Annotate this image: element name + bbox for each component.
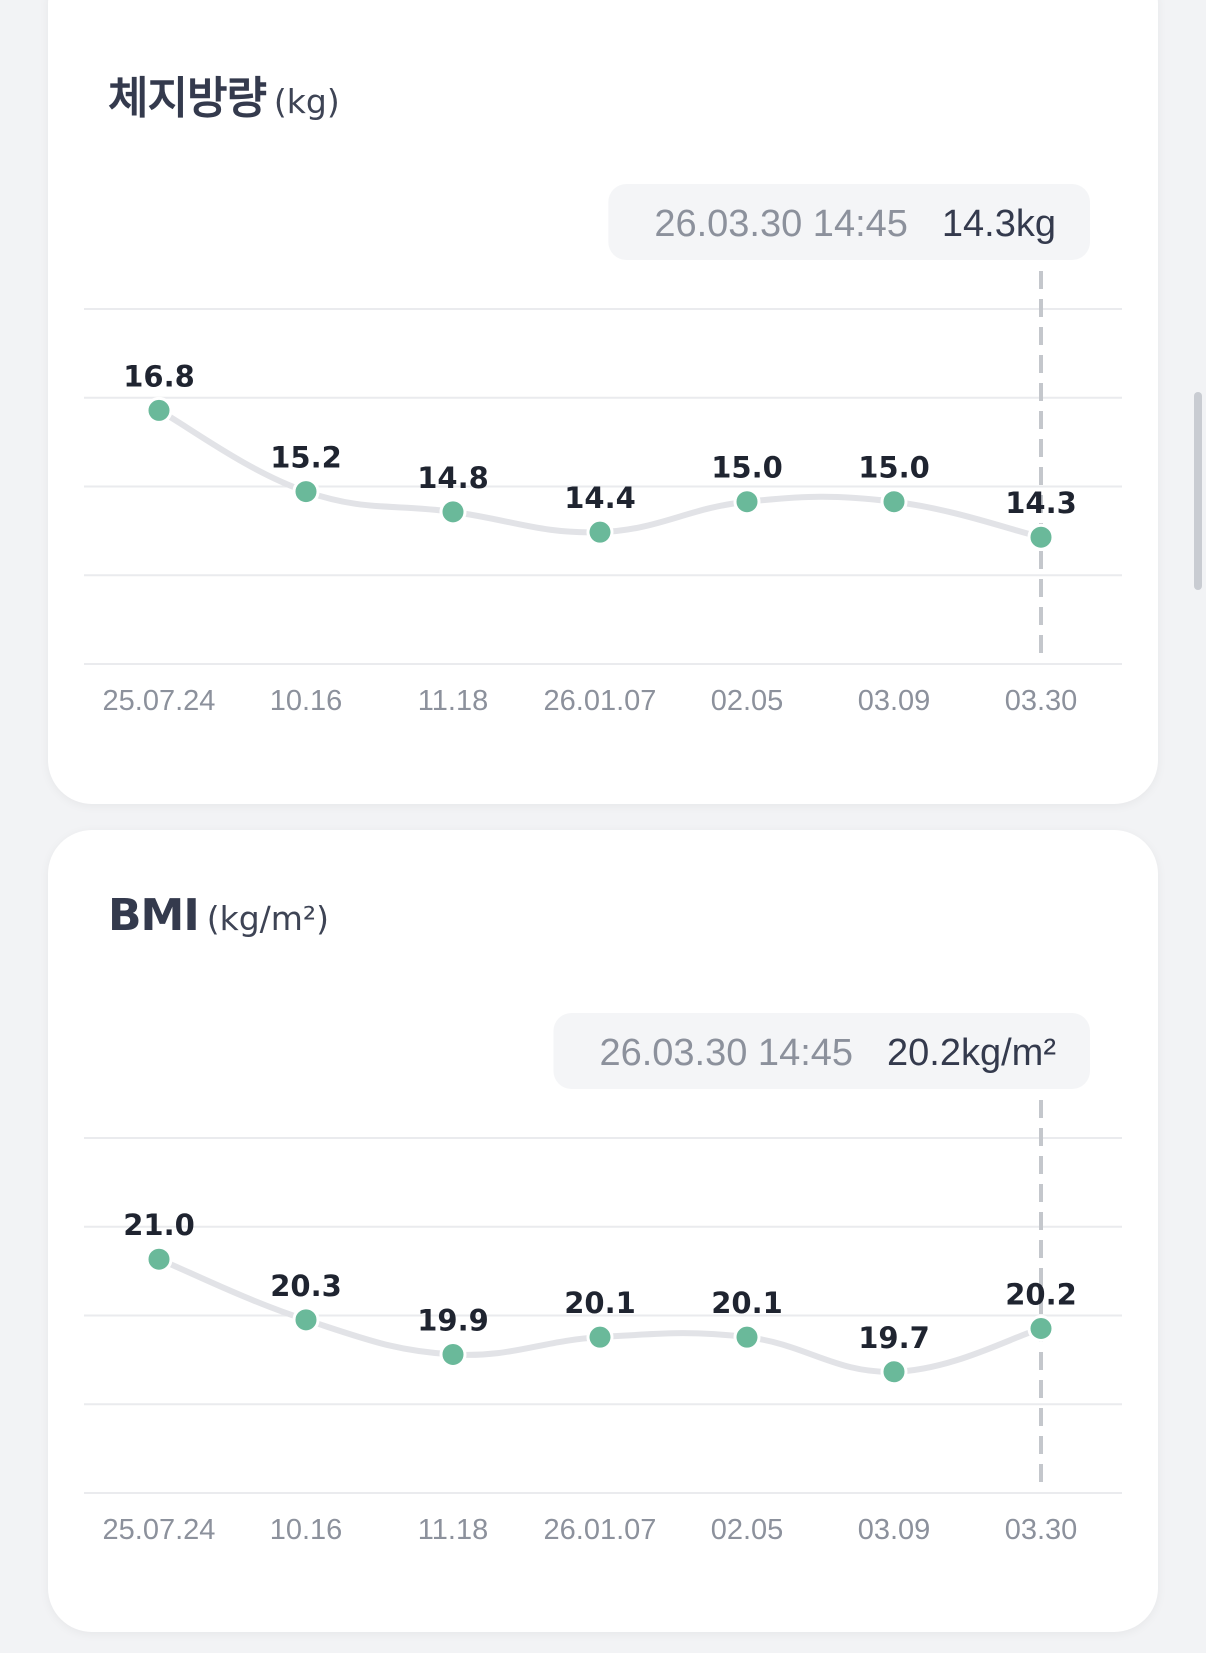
bmi-x-tick-label: 03.09 <box>858 1514 931 1546</box>
bmi-data-point <box>145 1245 173 1273</box>
bmi-data-label: 21.0 <box>123 1208 195 1242</box>
scrollbar[interactable] <box>1194 392 1202 590</box>
body-fat-data-label: 15.0 <box>858 451 930 485</box>
body-fat-x-tick-label: 26.01.07 <box>544 685 657 717</box>
bmi-data-point <box>733 1323 761 1351</box>
bmi-x-tick-label: 26.01.07 <box>544 1514 657 1546</box>
body-fat-data-label: 16.8 <box>123 359 195 393</box>
body-fat-data-point <box>1027 523 1055 551</box>
bmi-data-label: 20.1 <box>564 1286 636 1320</box>
body-fat-data-label: 14.8 <box>417 461 489 495</box>
bmi-tooltip-datetime: 26.03.30 14:45 <box>599 1032 853 1074</box>
body-fat-x-tick-label: 10.16 <box>270 685 343 717</box>
body-fat-data-point <box>733 488 761 516</box>
bmi-data-label: 19.9 <box>417 1303 489 1337</box>
body-fat-tooltip-datetime: 26.03.30 14:45 <box>654 203 908 245</box>
bmi-data-point <box>292 1306 320 1334</box>
body-fat-data-label: 15.0 <box>711 451 783 485</box>
bmi-data-label: 19.7 <box>858 1321 930 1355</box>
body-fat-data-label: 14.4 <box>564 481 636 515</box>
body-fat-title-text: 체지방량 <box>108 73 267 124</box>
bmi-unit: (kg/m²) <box>206 899 330 938</box>
bmi-tooltip-value: 20.2kg/m² <box>887 1032 1056 1074</box>
bmi-data-point <box>1027 1314 1055 1342</box>
bmi-data-point <box>586 1323 614 1351</box>
body-fat-unit: (kg) <box>273 82 340 121</box>
bmi-tooltip-text: 26.03.30 14:45 20.2kg/m² <box>599 1032 1056 1074</box>
body-fat-data-label: 14.3 <box>1005 486 1077 520</box>
bmi-title: BMI (kg/m²) <box>108 890 329 941</box>
bmi-x-tick-label: 10.16 <box>270 1514 343 1546</box>
body-fat-data-point <box>586 518 614 546</box>
bmi-card: BMI (kg/m²) 26.03.30 14:45 20.2kg/m² 21.0 20… <box>48 830 1158 1632</box>
body-fat-data-label: 15.2 <box>270 441 342 475</box>
bmi-data-point <box>880 1358 908 1386</box>
body-fat-data-point <box>439 498 467 526</box>
body-fat-title: 체지방량 (kg) <box>108 62 340 126</box>
body-fat-x-tick-label: 02.05 <box>711 685 784 717</box>
bmi-data-label: 20.1 <box>711 1286 783 1320</box>
body-fat-x-tick-label: 25.07.24 <box>103 685 216 717</box>
body-fat-tooltip-text: 26.03.30 14:45 14.3kg <box>654 203 1056 245</box>
body-fat-x-tick-label: 03.09 <box>858 685 931 717</box>
body-fat-card: 체지방량 (kg) 26.03.30 14:45 14.3kg 16.8 15.2 14.… <box>48 0 1158 804</box>
body-fat-x-tick-label: 03.30 <box>1005 685 1078 717</box>
bmi-data-label: 20.3 <box>270 1269 342 1303</box>
bmi-x-tick-label: 25.07.24 <box>103 1514 216 1546</box>
bmi-title-text: BMI <box>108 890 200 941</box>
bmi-x-tick-label: 03.30 <box>1005 1514 1078 1546</box>
body-fat-chart[interactable]: 26.03.30 14:45 14.3kg 16.8 15.2 14.8 14.4 15.0… <box>48 0 1158 770</box>
body-fat-x-tick-label: 11.18 <box>418 685 488 717</box>
bmi-tooltip <box>553 1013 1090 1089</box>
body-fat-tooltip <box>608 184 1090 260</box>
bmi-data-label: 20.2 <box>1005 1277 1077 1311</box>
body-fat-data-point <box>145 396 173 424</box>
bmi-data-point <box>439 1340 467 1368</box>
bmi-chart[interactable]: 26.03.30 14:45 20.2kg/m² 21.0 20.3 19.9 20.1 2… <box>48 830 1158 1600</box>
bmi-x-tick-label: 02.05 <box>711 1514 784 1546</box>
body-fat-data-point <box>292 478 320 506</box>
bmi-x-tick-label: 11.18 <box>418 1514 488 1546</box>
body-fat-data-point <box>880 488 908 516</box>
body-fat-tooltip-value: 14.3kg <box>942 203 1056 245</box>
